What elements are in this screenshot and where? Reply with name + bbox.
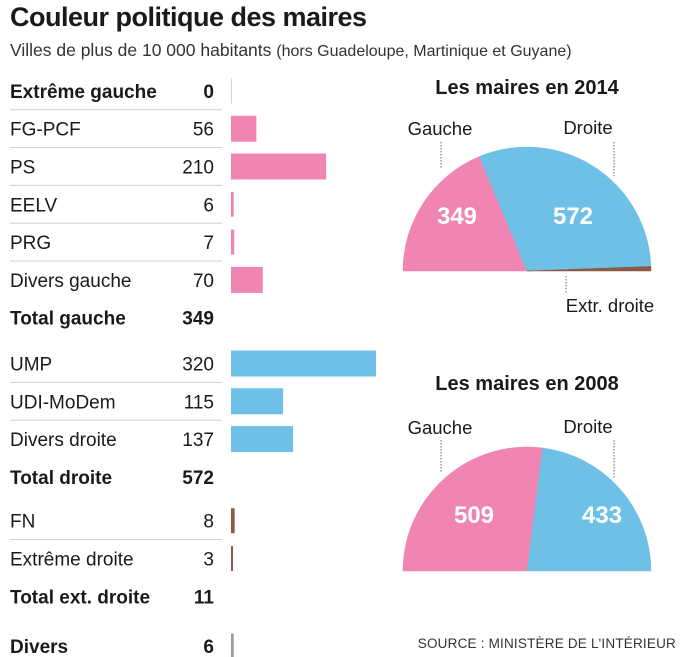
row-value-total-ext-droite: 11: [194, 587, 215, 608]
bar-fn: [231, 508, 235, 534]
bar-prg: [231, 229, 235, 255]
chart-subtitle: Villes de plus de 10 000 habitants (hors…: [10, 40, 572, 61]
label-extr-droite: Extr. droite: [566, 295, 654, 316]
pie-slice-droite: [479, 146, 652, 272]
subtitle-note: (hors Guadeloupe, Martinique et Guyane): [276, 43, 572, 60]
pie-2014: Les maires en 2014 Gauche Droite Extr. droi…: [402, 77, 654, 316]
row-value-udi-modem: 115: [184, 392, 214, 413]
subtitle-main: Villes de plus de 10 000 habitants: [10, 40, 272, 60]
bar-divers-droite: [231, 426, 294, 453]
row-value-divers-gauche: 70: [193, 271, 214, 292]
row-label-total-droite: Total droite: [10, 468, 112, 489]
label-droite: Droite: [563, 416, 612, 437]
row-label-ps: PS: [10, 158, 35, 179]
bar-divers-gauche: [231, 266, 263, 293]
row-label-fn: FN: [10, 512, 35, 533]
value-gauche: 509: [454, 502, 494, 529]
pie-2008: Les maires en 2008 Gauche Droite 509 433: [402, 373, 652, 572]
pie-slice-gauche: [402, 446, 543, 572]
row-label-udi-modem: UDI-MoDem: [10, 392, 116, 413]
row-value-divers: 6: [203, 637, 214, 657]
row-label-divers: Divers: [10, 637, 68, 657]
value-droite: 572: [553, 203, 593, 230]
row-value-eelv: 6: [203, 195, 214, 216]
pie-title: Les maires en 2014: [435, 77, 619, 99]
bar-eelv: [231, 191, 234, 217]
bar-udi-modem: [231, 388, 284, 415]
bar-extreme-gauche: [231, 78, 232, 104]
bar-fg-pcf: [231, 115, 257, 142]
label-gauche: Gauche: [408, 417, 473, 438]
pie-slice-extr-droite: [526, 266, 652, 272]
row-value-extreme-droite: 3: [203, 550, 214, 571]
bar-extreme-droite: [231, 546, 233, 571]
row-label-divers-gauche: Divers gauche: [10, 271, 131, 292]
row-value-fn: 8: [203, 512, 214, 533]
row-label-divers-droite: Divers droite: [10, 430, 117, 451]
row-label-total-gauche: Total gauche: [10, 309, 126, 330]
row-value-fg-pcf: 56: [193, 120, 214, 141]
label-droite: Droite: [563, 117, 612, 138]
row-value-ps: 210: [182, 158, 214, 179]
row-label-eelv: EELV: [10, 195, 58, 216]
pie-title: Les maires en 2008: [435, 373, 618, 395]
label-gauche: Gauche: [408, 118, 473, 139]
row-value-total-droite: 572: [182, 468, 214, 489]
bar-table: Extrême gauche 0 FG-PCF 56 PS 210 EELV 6 PRG 7 Div…: [10, 78, 376, 657]
row-value-ump: 320: [182, 355, 214, 376]
source-note: SOURCE : MINISTÈRE DE L'INTÉRIEUR: [417, 636, 676, 651]
row-label-prg: PRG: [10, 233, 51, 254]
row-label-total-ext-droite: Total ext. droite: [10, 587, 150, 608]
row-label-ump: UMP: [10, 355, 52, 376]
bar-ps: [231, 153, 327, 180]
row-label-fg-pcf: FG-PCF: [10, 120, 81, 141]
pie-slice-droite: [526, 447, 652, 572]
value-droite: 433: [582, 502, 622, 529]
row-value-prg: 7: [203, 233, 214, 254]
bar-ump: [231, 350, 376, 377]
row-value-divers-droite: 137: [182, 430, 214, 451]
bar-divers: [231, 633, 234, 657]
row-value-total-gauche: 349: [182, 309, 214, 330]
chart-title: Couleur politique des maires: [10, 2, 367, 32]
row-label-extreme-droite: Extrême droite: [10, 550, 134, 571]
row-value-extreme-gauche: 0: [203, 82, 214, 103]
row-label-extreme-gauche: Extrême gauche: [10, 82, 157, 103]
value-gauche: 349: [437, 203, 477, 230]
pie-slice-gauche: [402, 156, 528, 272]
